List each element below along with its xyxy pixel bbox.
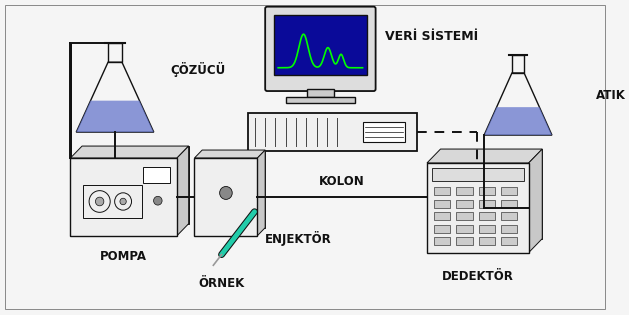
Polygon shape <box>194 150 265 158</box>
Bar <box>248 113 417 151</box>
Text: ÖRNEK: ÖRNEK <box>199 278 245 290</box>
Bar <box>274 15 367 75</box>
Bar <box>457 187 473 195</box>
Circle shape <box>96 197 104 206</box>
Bar <box>457 212 473 220</box>
Polygon shape <box>177 146 189 236</box>
Bar <box>501 200 518 208</box>
Bar <box>479 225 495 233</box>
Polygon shape <box>440 149 542 239</box>
Bar <box>434 237 450 245</box>
Bar <box>434 187 450 195</box>
Bar <box>434 200 450 208</box>
Bar <box>501 225 518 233</box>
Text: KOLON: KOLON <box>319 175 365 188</box>
Polygon shape <box>529 149 542 253</box>
Bar <box>501 187 518 195</box>
Circle shape <box>153 196 162 205</box>
Bar <box>307 89 334 97</box>
Polygon shape <box>202 150 265 228</box>
Bar <box>479 237 495 245</box>
FancyBboxPatch shape <box>265 7 376 91</box>
Bar <box>83 185 142 218</box>
Bar <box>194 158 257 236</box>
Bar <box>501 237 518 245</box>
Polygon shape <box>427 149 542 163</box>
Bar <box>457 200 473 208</box>
Polygon shape <box>484 107 552 135</box>
Text: VERİ SİSTEMİ: VERİ SİSTEMİ <box>386 30 479 43</box>
Bar <box>363 122 406 142</box>
Text: POMPA: POMPA <box>100 249 147 263</box>
Bar <box>457 225 473 233</box>
Polygon shape <box>82 146 189 224</box>
Bar <box>432 168 523 181</box>
Bar <box>70 158 177 236</box>
Bar <box>427 163 529 253</box>
Bar <box>70 43 72 237</box>
Bar <box>479 187 495 195</box>
Bar <box>286 97 355 103</box>
Polygon shape <box>70 146 189 158</box>
Circle shape <box>120 198 126 205</box>
Bar <box>479 200 495 208</box>
Text: ATIK: ATIK <box>596 89 625 102</box>
Bar <box>434 225 450 233</box>
Text: ÇÖZÜCÜ: ÇÖZÜCÜ <box>170 62 225 77</box>
Text: DEDEKTÖR: DEDEKTÖR <box>442 271 514 284</box>
Polygon shape <box>76 101 153 132</box>
Bar <box>501 212 518 220</box>
Bar <box>457 237 473 245</box>
Bar <box>143 167 170 183</box>
Text: ENJEKTÖR: ENJEKTÖR <box>265 231 332 246</box>
Polygon shape <box>257 150 265 236</box>
Circle shape <box>220 186 232 199</box>
Bar <box>479 212 495 220</box>
Bar <box>434 212 450 220</box>
